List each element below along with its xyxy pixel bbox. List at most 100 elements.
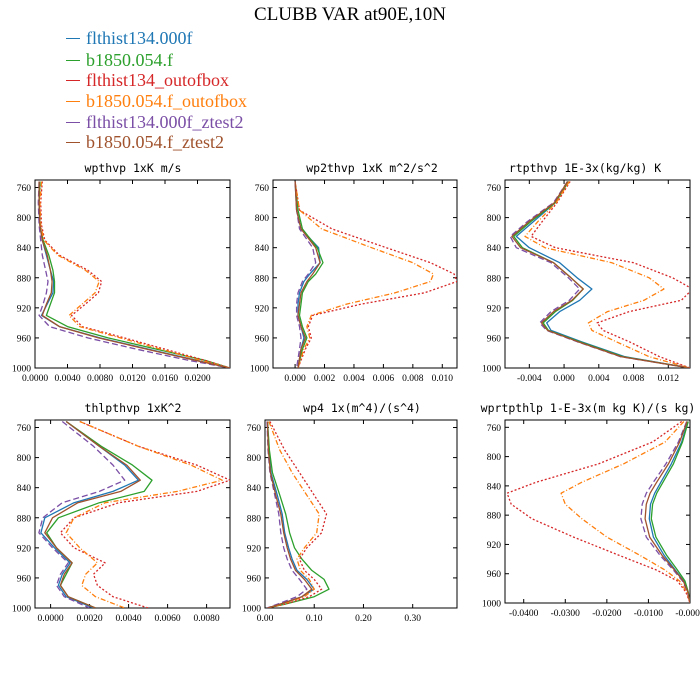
panel-title: wp4 1x(m^4)/(s^4) xyxy=(303,401,421,415)
legend-swatch-icon xyxy=(66,80,80,82)
series-line xyxy=(266,421,313,608)
panel-title: wpthvp 1xK m/s xyxy=(85,161,182,175)
chart-panel: wpthvp 1xK m/s76080084088092096010000.00… xyxy=(12,161,231,384)
y-tick-label: 880 xyxy=(487,512,502,522)
y-tick-label: 880 xyxy=(487,274,502,284)
x-tick-label: 0.10 xyxy=(306,614,323,624)
plot-frame xyxy=(504,419,691,604)
panel-title: thlpthvp 1xK^2 xyxy=(85,401,182,415)
y-tick-label: 1000 xyxy=(12,365,31,375)
series-line xyxy=(524,181,690,368)
y-tick-label: 760 xyxy=(255,184,270,194)
x-tick-label: 0.20 xyxy=(355,614,372,624)
y-tick-label: 960 xyxy=(17,574,32,584)
series-line xyxy=(39,181,230,368)
y-tick-label: 920 xyxy=(17,304,32,314)
legend-swatch-icon xyxy=(66,38,80,40)
series-line xyxy=(644,421,690,603)
y-tick-label: 920 xyxy=(487,304,502,314)
y-tick-label: 960 xyxy=(255,334,270,344)
x-tick-label: 0.30 xyxy=(404,614,421,624)
series-line xyxy=(513,181,690,368)
series-line xyxy=(40,420,140,608)
plot-frame xyxy=(264,419,458,609)
y-tick-label: 880 xyxy=(247,514,262,524)
y-tick-label: 800 xyxy=(255,214,270,224)
x-tick-label: 0.002 xyxy=(314,374,336,384)
x-tick-label: 0.008 xyxy=(623,374,645,384)
x-tick-label: -0.0000 xyxy=(675,609,700,619)
legend-entry: b1850.054.f_ztest2 xyxy=(66,132,224,153)
y-tick-label: 1000 xyxy=(12,605,31,615)
x-tick-label: 0.0080 xyxy=(87,374,113,384)
y-tick-label: 840 xyxy=(487,482,502,492)
x-tick-label: 0.0080 xyxy=(194,614,220,624)
chart-panel: wprtpthlp 1-E-3x(m kg K)/(s kg) 760 800 840… xyxy=(481,401,700,619)
x-tick-label: -0.004 xyxy=(517,374,542,384)
chart-panel: wp4 1x(m^4)/(s^4)76080084088092096010000… xyxy=(242,401,458,624)
y-tick-label: 800 xyxy=(17,454,32,464)
legend-label: b1850.054.f_outofbox xyxy=(86,91,247,111)
y-tick-label: 840 xyxy=(255,244,270,254)
series-line xyxy=(44,420,141,608)
y-tick-label: 1000 xyxy=(482,365,501,375)
y-tick-label: 960 xyxy=(247,574,262,584)
series-line xyxy=(506,420,690,603)
x-tick-label: 0.0120 xyxy=(119,374,145,384)
legend-label: b1850.054.f xyxy=(86,50,173,70)
y-tick-label: 760 xyxy=(487,424,502,434)
series-line xyxy=(267,421,328,608)
series-line xyxy=(294,181,457,368)
plot-frame xyxy=(504,179,691,369)
x-tick-label: 0.000 xyxy=(553,374,575,384)
legend-swatch-icon xyxy=(66,142,80,144)
series-line xyxy=(560,421,690,603)
chart-panel: rtpthvp 1E-3x(kg/kg) K 760 800 840 880 920 960… xyxy=(482,161,691,384)
series-line xyxy=(59,420,230,608)
series-line xyxy=(511,181,690,368)
x-tick-label: 0.00 xyxy=(257,614,274,624)
legend-entry: b1850.054.f_outofbox xyxy=(66,91,247,112)
series-line xyxy=(38,181,230,368)
y-tick-label: 1000 xyxy=(242,605,261,615)
y-tick-label: 800 xyxy=(487,214,502,224)
y-tick-label: 840 xyxy=(487,244,502,254)
x-tick-label: 0.006 xyxy=(373,374,395,384)
y-tick-label: 920 xyxy=(255,304,270,314)
panel-title: wprtpthlp 1-E-3x(m kg K)/(s kg) xyxy=(481,401,696,415)
y-tick-label: 880 xyxy=(17,274,32,284)
x-tick-label: 0.0040 xyxy=(54,374,80,384)
y-tick-label: 840 xyxy=(17,244,32,254)
x-tick-label: 0.0040 xyxy=(116,614,142,624)
series-line xyxy=(650,421,690,603)
y-tick-label: 1000 xyxy=(250,365,269,375)
y-tick-label: 960 xyxy=(17,334,32,344)
legend-swatch-icon xyxy=(66,101,80,103)
series-line xyxy=(40,181,230,368)
series-line xyxy=(294,181,324,368)
series-line xyxy=(65,420,223,608)
legend-entry: flthist134_outofbox xyxy=(66,70,229,91)
y-tick-label: 1000 xyxy=(482,600,501,610)
chart-panel: thlpthvp 1xK^2 760 800 840 880 920 960 1000 0.00… xyxy=(12,401,231,624)
x-tick-label: -0.0100 xyxy=(634,609,664,619)
legend-entry: flthist134.000f_ztest2 xyxy=(66,112,243,133)
series-line xyxy=(38,181,230,368)
x-tick-label: 0.012 xyxy=(658,374,680,384)
y-tick-label: 920 xyxy=(247,544,262,554)
x-tick-label: 0.0060 xyxy=(155,614,181,624)
series-line xyxy=(648,421,690,603)
y-tick-label: 840 xyxy=(247,484,262,494)
x-tick-label: -0.0200 xyxy=(592,609,622,619)
legend-swatch-icon xyxy=(66,122,80,124)
y-tick-label: 760 xyxy=(487,184,502,194)
series-line xyxy=(294,181,321,368)
series-line xyxy=(37,181,230,368)
x-tick-label: -0.0400 xyxy=(509,609,539,619)
legend-label: flthist134_outofbox xyxy=(86,70,229,90)
series-line xyxy=(267,421,320,608)
y-tick-label: 920 xyxy=(487,541,502,551)
series-line xyxy=(266,421,315,608)
panel-title: rtpthvp 1E-3x(kg/kg) K xyxy=(509,161,661,175)
plot-frame xyxy=(272,179,458,369)
